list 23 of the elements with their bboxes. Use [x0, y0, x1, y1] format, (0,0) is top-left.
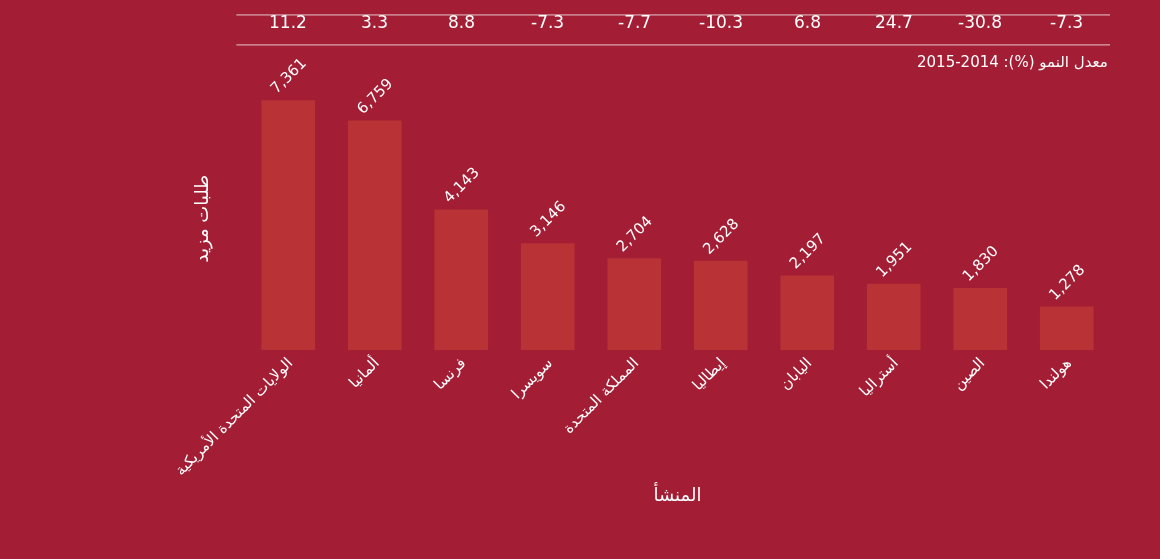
- text: معدل النمو (%): 2014-2015: [917, 53, 1108, 71]
- x-tick-label: الصين: [948, 353, 989, 394]
- x-axis-title: المنشأ: [653, 482, 702, 506]
- text: -7.7: [618, 12, 652, 32]
- x-tick-label: الولايات المتحدة الأمريكية: [170, 353, 297, 479]
- text: -10.3: [699, 12, 743, 32]
- text: 24.7: [875, 12, 913, 32]
- x-tick-label: أستراليا: [854, 353, 902, 401]
- y-axis-title: طلبات مزيد: [191, 174, 214, 263]
- text: 6.8: [794, 12, 822, 32]
- text: 3.3: [361, 12, 389, 32]
- x-tick-label: سويسرا: [507, 353, 556, 403]
- x-tick-label: اليابان: [776, 353, 816, 394]
- text: 11.2: [269, 12, 307, 32]
- text: -7.3: [531, 12, 565, 32]
- text: -30.8: [958, 12, 1002, 32]
- x-tick-label: إيطاليا: [688, 353, 729, 395]
- text: -7.3: [1050, 12, 1084, 32]
- x-tick-label: فرنسا: [430, 353, 470, 394]
- x-tick-label: المملكة المتحدة: [559, 353, 643, 437]
- x-tick-label: هولندا: [1036, 353, 1075, 393]
- text: 8.8: [448, 12, 476, 32]
- x-tick-label: ألمانيا: [344, 353, 383, 392]
